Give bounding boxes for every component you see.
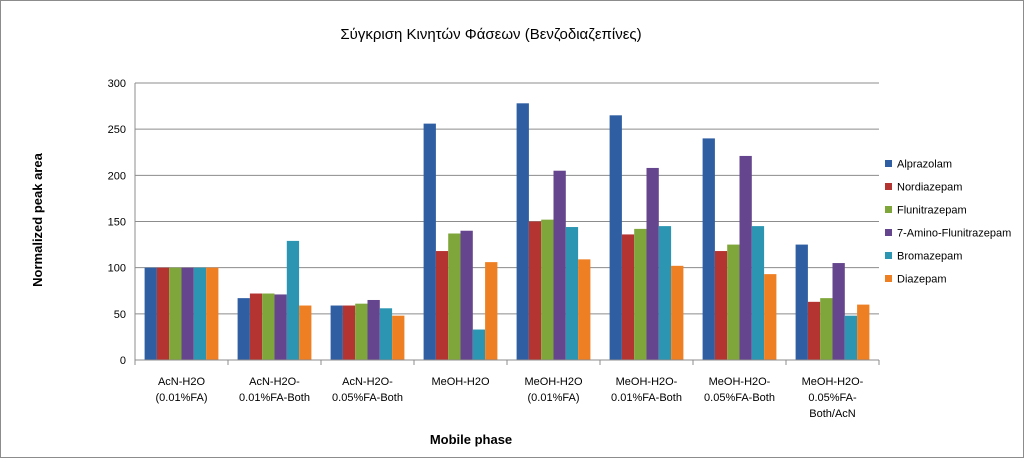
legend-swatch (885, 275, 892, 282)
bar-diazepam (392, 315, 405, 360)
x-tick-label: 0.01%FA-Both (239, 392, 310, 404)
y-tick-label: 150 (108, 217, 126, 229)
y-tick-label: 0 (120, 355, 126, 367)
x-tick-label: 0.05%FA-Both (332, 392, 403, 404)
y-tick-label: 300 (108, 78, 126, 90)
legend-swatch (885, 160, 892, 167)
legend-label: Nordiazepam (897, 182, 962, 194)
legend-label: Bromazepam (897, 251, 962, 263)
bar-7-amino-flunitrazepam (274, 294, 287, 360)
bar-bromazepam (565, 227, 579, 360)
bars (144, 103, 870, 361)
y-tick-label: 250 (108, 124, 126, 136)
bar-diazepam (671, 265, 684, 360)
bar-alprazolam (516, 103, 529, 361)
bar-flunitrazepam (541, 219, 554, 360)
bar-alprazolam (330, 305, 343, 360)
bar-bromazepam (472, 329, 486, 360)
bar-diazepam (857, 304, 870, 360)
legend-swatch (885, 229, 892, 236)
x-tick-label: 0.05%FA-Both (704, 392, 775, 404)
bar-nordiazepam (435, 251, 449, 360)
legend: Alprazolam Nordiazepam Flunitrazepam 7-Amin… (885, 159, 1011, 286)
bar-7-amino-flunitrazepam (646, 167, 659, 360)
x-tick-label: 0.01%FA-Both (611, 392, 682, 404)
x-tick-label: MeOH-H2O (431, 376, 490, 388)
bar-flunitrazepam (448, 233, 461, 360)
x-tick-label: (0.01%FA) (156, 392, 208, 404)
bar-alprazolam (609, 115, 622, 360)
bar-alprazolam (702, 138, 715, 360)
bar-diazepam (485, 262, 498, 360)
bar-alprazolam (144, 267, 157, 360)
bar-bromazepam (658, 226, 672, 360)
x-tick-label: (0.01%FA) (528, 392, 580, 404)
x-tick-labels: AcN-H2O (0.01%FA) AcN-H2O- 0.01%FA-Both AcN-… (156, 376, 864, 420)
y-tick-label: 50 (114, 309, 126, 321)
bar-bromazepam (379, 308, 393, 360)
bar-nordiazepam (156, 267, 170, 360)
bar-7-amino-flunitrazepam (460, 230, 473, 360)
x-tick-label: AcN-H2O (158, 376, 206, 388)
legend-label: Flunitrazepam (897, 205, 967, 217)
y-tick-label: 100 (108, 263, 126, 275)
bar-alprazolam (423, 123, 436, 360)
bar-diazepam (578, 259, 591, 360)
bar-flunitrazepam (169, 267, 182, 360)
bar-bromazepam (193, 267, 207, 360)
bar-bromazepam (751, 226, 765, 360)
legend-swatch (885, 252, 892, 259)
legend-label: Alprazolam (897, 159, 952, 171)
bar-7-amino-flunitrazepam (553, 170, 566, 360)
x-tick-label: MeOH-H2O (524, 376, 583, 388)
x-tick-label: Both/AcN (809, 408, 856, 420)
legend-label: Diazepam (897, 274, 947, 286)
y-tick-labels: 0 50 100 150 200 250 300 (108, 78, 126, 367)
axes (134, 83, 880, 365)
legend-swatch (885, 183, 892, 190)
bar-alprazolam (237, 298, 250, 360)
x-tick-label: AcN-H2O- (249, 376, 300, 388)
bar-diazepam (299, 305, 312, 360)
bar-bromazepam (286, 240, 300, 360)
y-tick-label: 200 (108, 170, 126, 182)
x-tick-label: AcN-H2O- (342, 376, 393, 388)
bar-flunitrazepam (262, 293, 275, 360)
y-axis-title: Normalized peak area (30, 152, 45, 286)
legend-swatch (885, 206, 892, 213)
x-tick-label: MeOH-H2O- (709, 376, 771, 388)
x-tick-label: 0.05%FA- (808, 392, 857, 404)
bar-7-amino-flunitrazepam (739, 155, 752, 360)
bar-diazepam (206, 267, 219, 360)
bar-nordiazepam (249, 293, 263, 360)
bar-alprazolam (795, 244, 808, 360)
bar-nordiazepam (528, 221, 542, 360)
bar-7-amino-flunitrazepam (832, 263, 845, 360)
bar-nordiazepam (714, 251, 728, 360)
bar-diazepam (764, 274, 777, 360)
chart-title: Σύγκριση Κινητών Φάσεων (Βενζοδιαζεπίνες… (340, 26, 641, 43)
bar-flunitrazepam (355, 303, 368, 360)
bar-nordiazepam (807, 301, 821, 360)
x-axis-title: Mobile phase (430, 432, 512, 447)
bar-bromazepam (844, 315, 858, 360)
bar-flunitrazepam (727, 244, 740, 360)
bar-nordiazepam (342, 305, 356, 360)
legend-label: 7-Amino-Flunitrazepam (897, 228, 1011, 240)
x-tick-label: MeOH-H2O- (802, 376, 864, 388)
bar-flunitrazepam (820, 298, 833, 360)
x-tick-label: MeOH-H2O- (616, 376, 678, 388)
bar-nordiazepam (621, 234, 635, 360)
bar-7-amino-flunitrazepam (181, 267, 194, 360)
bar-7-amino-flunitrazepam (367, 299, 380, 360)
bar-flunitrazepam (634, 228, 647, 360)
